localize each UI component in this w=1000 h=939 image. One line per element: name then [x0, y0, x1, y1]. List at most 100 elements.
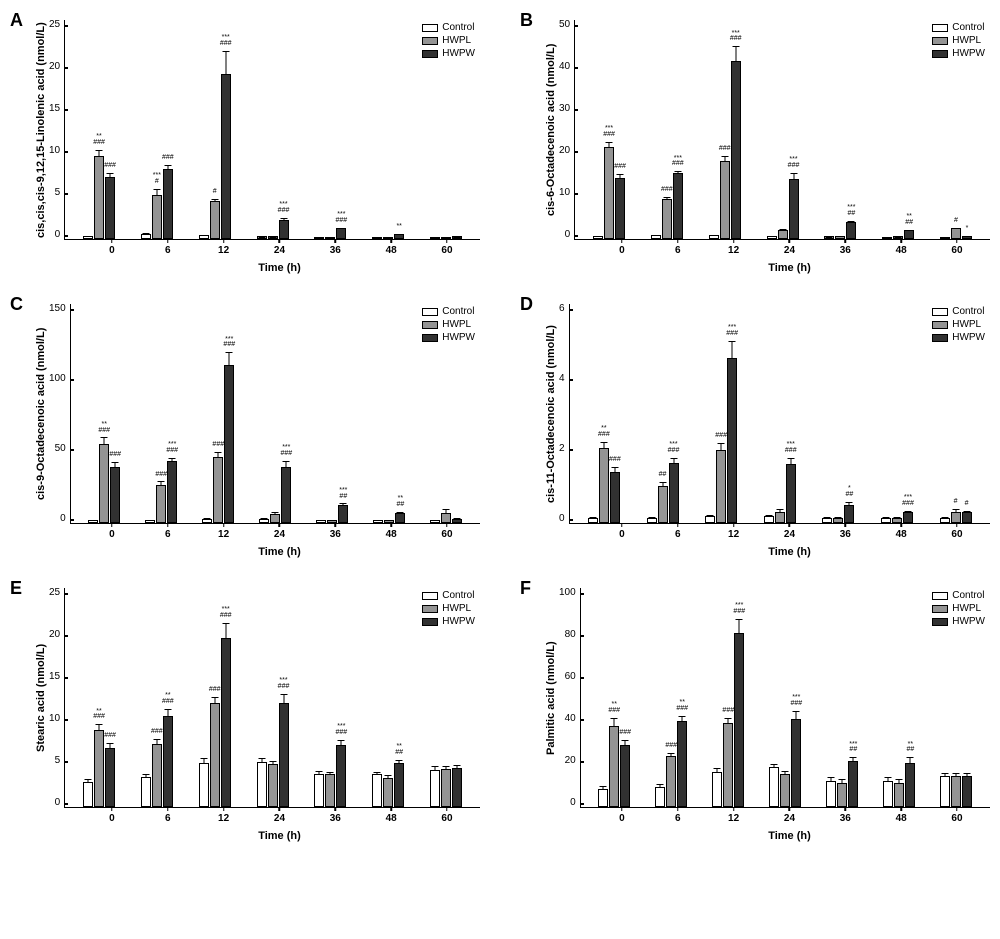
- error-bar: [275, 512, 276, 515]
- y-tick: 20: [49, 630, 60, 640]
- bar-control: [257, 762, 267, 807]
- error-bar: [735, 46, 736, 61]
- x-tick: 6: [165, 245, 171, 256]
- bar-control: [83, 236, 93, 239]
- panel-c: CControlHWPLHWPWcis-9-Octadecenoic acid …: [10, 294, 480, 558]
- panel-label: C: [10, 294, 23, 315]
- error-bar: [842, 779, 843, 783]
- error-bar: [851, 221, 852, 223]
- bar-group: [430, 513, 462, 523]
- y-axis-label: cis-6-Octadecenoic acid (nmol/L): [545, 20, 557, 240]
- bar-hwpw: ***###: [336, 745, 346, 807]
- panel-label: D: [520, 294, 533, 315]
- bar-hwpw: ***###: [221, 74, 231, 239]
- error-bar: [625, 740, 626, 747]
- error-bar: [457, 765, 458, 769]
- bar-hwpw: *: [962, 236, 972, 239]
- bar-hwpw: ###: [163, 169, 173, 239]
- panel-d: DControlHWPLHWPWcis-11-Octadecenoic acid…: [520, 294, 990, 558]
- x-tick: 60: [951, 529, 962, 540]
- y-tick: 15: [49, 672, 60, 682]
- panel-e: EControlHWPLHWPWStearic acid (nmol/L)252…: [10, 578, 480, 842]
- significance-marker: ###: [661, 187, 673, 193]
- bar-group: ***###: [257, 703, 289, 807]
- bar-control: [314, 774, 324, 807]
- bar-hwpw: ***###: [224, 365, 234, 523]
- significance-marker: **##: [905, 214, 913, 226]
- bar-group: ***###: [257, 220, 289, 239]
- bar-hwpw: ***###: [734, 633, 744, 807]
- bar-hwpw: **###: [163, 716, 173, 807]
- bar-hwpl: **###: [94, 156, 104, 239]
- error-bar: [172, 458, 173, 462]
- error-bar: [956, 228, 957, 229]
- error-bar: [739, 619, 740, 634]
- error-bar: [886, 517, 887, 519]
- bar-hwpw: **##: [395, 513, 405, 523]
- significance-marker: ***###: [788, 157, 800, 169]
- error-bar: [666, 197, 667, 201]
- bar-hwpl: ###: [210, 703, 220, 807]
- bar-hwpw: ***###: [221, 638, 231, 807]
- error-bar: [682, 716, 683, 723]
- y-tick: 25: [49, 20, 60, 30]
- error-bar: [161, 481, 162, 485]
- bar-group: [940, 776, 972, 807]
- error-bar: [377, 772, 378, 776]
- bar-hwpw: ***###: [336, 228, 346, 239]
- y-axis: 50403020100: [559, 20, 575, 240]
- error-bar: [831, 777, 832, 781]
- bar-group: ***###: [767, 179, 799, 239]
- y-axis-label: cis-11-Octadecenoic acid (nmol/L): [545, 304, 557, 524]
- error-bar: [115, 462, 116, 468]
- y-axis: 100806040200: [559, 588, 581, 808]
- x-tick: 60: [951, 245, 962, 256]
- x-axis-label: Time (h): [589, 262, 990, 274]
- error-bar: [321, 520, 322, 521]
- bar-hwpl: ###: [720, 161, 730, 239]
- x-tick: 0: [109, 813, 115, 824]
- significance-marker: ***###: [672, 156, 684, 168]
- bar-hwpl: ###: [716, 450, 726, 523]
- error-bar: [651, 517, 652, 519]
- significance-marker: ###: [614, 164, 626, 170]
- significance-marker: *: [966, 226, 969, 232]
- error-bar: [99, 724, 100, 730]
- error-bar: [945, 773, 946, 777]
- error-bar: [341, 740, 342, 746]
- error-bar: [435, 237, 436, 238]
- x-tick: 12: [728, 245, 739, 256]
- bar-hwpw: [962, 776, 972, 807]
- bar-control: [712, 772, 722, 807]
- plot-area: **#########**######***###***###***###**#…: [65, 588, 480, 808]
- error-bar: [446, 237, 447, 238]
- error-bar: [724, 156, 725, 161]
- error-bar: [261, 237, 262, 238]
- bar-hwpl: ###: [156, 485, 166, 523]
- error-bar: [713, 235, 714, 236]
- bar-hwpw: #: [962, 512, 972, 523]
- y-tick: 150: [49, 304, 66, 314]
- error-bar: [887, 237, 888, 238]
- significance-marker: ***###: [726, 325, 738, 337]
- x-tick: 24: [784, 813, 795, 824]
- x-tick: 48: [386, 813, 397, 824]
- error-bar: [673, 458, 674, 464]
- significance-marker: ***###: [902, 495, 914, 507]
- error-bar: [203, 758, 204, 764]
- x-tick: 36: [330, 813, 341, 824]
- error-bar: [790, 458, 791, 465]
- significance-marker: ***###: [668, 442, 680, 454]
- bar-control: [145, 520, 155, 523]
- bar-group: ##: [940, 512, 972, 523]
- bar-hwpw: ###: [610, 472, 620, 523]
- error-bar: [899, 779, 900, 783]
- x-tick: 12: [218, 245, 229, 256]
- error-bar: [229, 352, 230, 365]
- bar-hwpw: ***###: [279, 703, 289, 807]
- error-bar: [898, 237, 899, 238]
- error-bar: [399, 760, 400, 764]
- bar-control: [257, 236, 267, 239]
- y-tick: 30: [559, 104, 570, 114]
- error-bar: [944, 517, 945, 519]
